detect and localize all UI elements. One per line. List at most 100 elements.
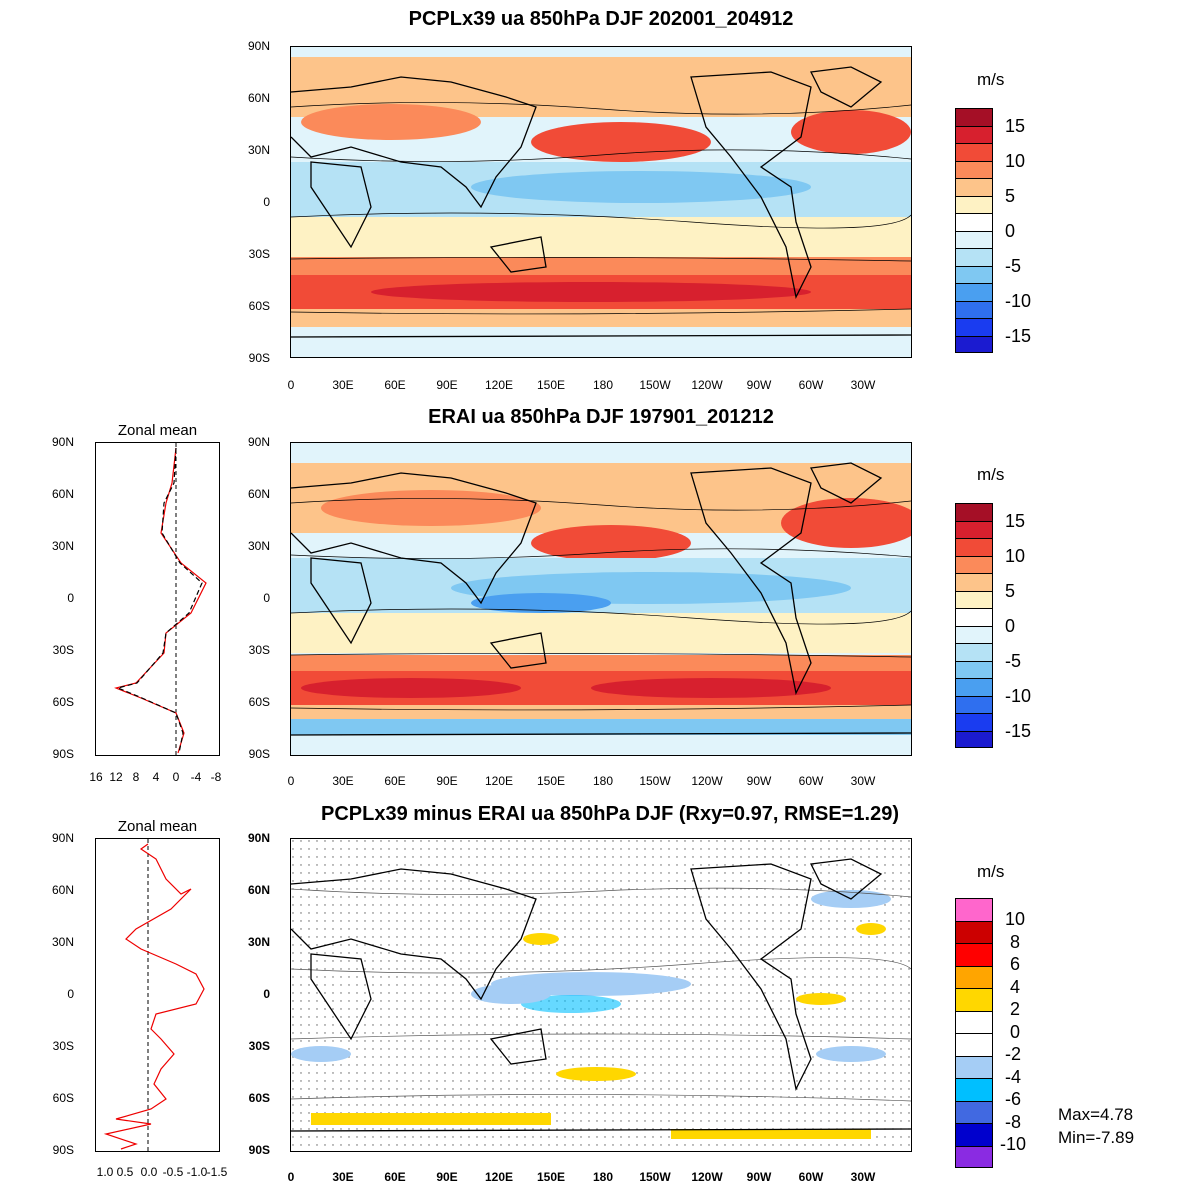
colorbar-swatch (955, 555, 993, 573)
top-lon-label: 60E (384, 378, 406, 392)
middle-zonal-x-tick: 8 (132, 770, 140, 784)
middle-lat-label: 60N (247, 487, 270, 501)
colorbar-swatch (955, 230, 993, 248)
bottom-zonal-lat-label: 60S (52, 1091, 74, 1105)
top-lon-label: 90E (436, 378, 458, 392)
middle-zonal-lat-label: 30S (52, 643, 74, 657)
colorbar-swatch (955, 713, 993, 731)
colorbar-swatch (955, 300, 993, 318)
middle-zonal-title: Zonal mean (117, 422, 198, 439)
top-lon-label: 120E (484, 378, 514, 392)
colorbar-swatch (955, 1033, 993, 1056)
middle-zonal-x-tick: 0 (172, 770, 180, 784)
bottom-zonal-x-tick: -1.5 (206, 1165, 228, 1179)
top-lon-label: 0 (287, 378, 295, 392)
top-lon-label: 150E (536, 378, 566, 392)
top-lon-label: 60W (798, 378, 824, 392)
bottom-zonal-x-tick: 0.5 (116, 1165, 134, 1179)
bottom-zonal-x-tick: 1.0 (96, 1165, 114, 1179)
bottom-lon-label: 30W (850, 1170, 876, 1184)
top-lon-label: 120W (691, 378, 723, 392)
middle-zonal-lat-label: 0 (67, 591, 74, 605)
top-units-label: m/s (977, 70, 1005, 89)
colorbar-swatch (955, 608, 993, 626)
middle-lon-label: 60E (384, 774, 406, 788)
bottom-colorbar-label: -2 (1005, 1044, 1022, 1064)
middle-map-plot (291, 443, 911, 755)
middle-lon-label: 90W (746, 774, 772, 788)
middle-lon-label: 30W (850, 774, 876, 788)
top-colorbar-label: 10 (1005, 151, 1026, 171)
colorbar-swatch (955, 1010, 993, 1033)
middle-lat-label: 30S (248, 643, 270, 657)
colorbar-swatch (955, 538, 993, 556)
middle-zonal-x-tick: 4 (152, 770, 160, 784)
middle-colorbar-label: 15 (1005, 511, 1026, 531)
middle-lon-label: 180 (592, 774, 614, 788)
top-lon-label: 90W (746, 378, 772, 392)
colorbar-swatch (955, 590, 993, 608)
bottom-colorbar-label: 8 (1010, 932, 1021, 952)
bottom-zonal-x-tick: -0.5 (162, 1165, 184, 1179)
middle-zonal-lat-label: 60S (52, 695, 74, 709)
top-lat-label: 60S (248, 299, 270, 313)
bottom-colorbar-label: -6 (1005, 1089, 1022, 1109)
top-lat-label: 90S (248, 351, 270, 365)
colorbar-swatch (955, 108, 993, 126)
bottom-lon-label: 120E (484, 1170, 514, 1184)
bottom-lon-label: 60W (798, 1170, 824, 1184)
colorbar-swatch (955, 943, 993, 966)
bottom-lon-label: 60E (384, 1170, 406, 1184)
colorbar-swatch (955, 660, 993, 678)
bottom-lat-label: 30S (248, 1039, 270, 1053)
top-lat-label: 30S (248, 247, 270, 261)
bottom-lon-label: 120W (691, 1170, 723, 1184)
top-lon-label: 150W (639, 378, 671, 392)
bottom-zonal-x-tick: 0.0 (140, 1165, 158, 1179)
top-map-plot (291, 47, 911, 357)
bottom-zonal-lat-label: 60N (51, 883, 74, 897)
bottom-colorbar-label: 10 (1005, 909, 1026, 929)
top-lon-label: 180 (592, 378, 614, 392)
colorbar-swatch (955, 988, 993, 1011)
bottom-colorbar-label: 0 (1010, 1022, 1021, 1042)
colorbar-swatch (955, 503, 993, 521)
middle-map (290, 442, 912, 756)
middle-colorbar-label: -5 (1005, 651, 1022, 671)
bottom-colorbar-label: 6 (1010, 954, 1021, 974)
bottom-zonal-title: Zonal mean (117, 818, 198, 835)
bottom-colorbar-label: 2 (1010, 999, 1021, 1019)
colorbar-swatch (955, 318, 993, 336)
top-lon-label: 30E (332, 378, 354, 392)
bottom-colorbar-label: -8 (1005, 1112, 1022, 1132)
middle-lon-label: 120E (484, 774, 514, 788)
bottom-lon-label: 180 (592, 1170, 614, 1184)
top-map (290, 46, 912, 358)
middle-zonal-lat-label: 90S (52, 747, 74, 761)
middle-zonal-lat-label: 90N (51, 435, 74, 449)
bottom-colorbar-label: -10 (1000, 1134, 1027, 1154)
bottom-lat-label: 0 (263, 987, 270, 1001)
middle-zonal-lat-label: 60N (51, 487, 74, 501)
bottom-lat-label: 90N (247, 831, 270, 845)
bottom-lat-label: 90S (248, 1143, 270, 1157)
middle-lon-label: 150W (639, 774, 671, 788)
colorbar-swatch (955, 643, 993, 661)
top-lat-label: 0 (263, 195, 270, 209)
middle-zonal-x-tick: 16 (89, 770, 103, 784)
colorbar-swatch (955, 573, 993, 591)
bottom-lon-label: 150E (536, 1170, 566, 1184)
middle-colorbar-label: 10 (1005, 546, 1026, 566)
colorbar-swatch (955, 1100, 993, 1123)
colorbar-swatch (955, 125, 993, 143)
colorbar-swatch (955, 265, 993, 283)
bottom-zonal-mean-plot (95, 838, 220, 1152)
bottom-lat-label: 60S (248, 1091, 270, 1105)
bottom-lon-label: 0 (287, 1170, 295, 1184)
bottom-colorbar (955, 898, 993, 1168)
colorbar-swatch (955, 695, 993, 713)
bottom-lon-label: 90W (746, 1170, 772, 1184)
bottom-map (290, 838, 912, 1152)
middle-lon-label: 60W (798, 774, 824, 788)
top-colorbar-label: -5 (1005, 256, 1022, 276)
